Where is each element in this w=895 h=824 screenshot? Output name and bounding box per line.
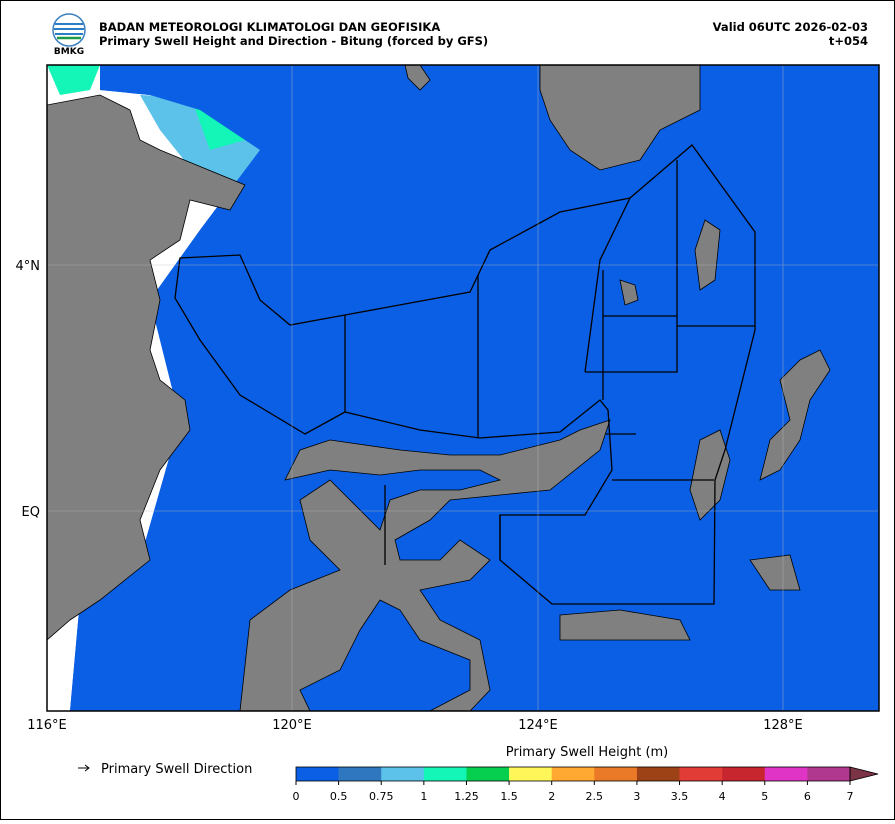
colorbar-extend: [849, 766, 879, 782]
land: [47, 65, 831, 711]
logo: BMKG: [52, 13, 86, 57]
colorbar-title: Primary Swell Height (m): [506, 745, 669, 760]
logo-text: BMKG: [54, 47, 84, 57]
header-subtitle: Primary Swell Height and Direction - Bit…: [99, 34, 488, 48]
colorbar-tick-label: 4: [719, 790, 726, 803]
colorbar-tick-label: 2: [548, 790, 555, 803]
map-frame: [46, 64, 880, 712]
colorbar-swatch: [807, 767, 851, 781]
colorbar-tick-label: 7: [847, 790, 854, 803]
map-ticks: 116°E 120°E 124°E 128°E 4°N EQ: [16, 259, 803, 733]
colorbar-swatch: [594, 767, 638, 781]
x-tick-label: 120°E: [272, 718, 312, 733]
header-title: BADAN METEOROLOGI KLIMATOLOGI DAN GEOFIS…: [99, 20, 440, 34]
map: [47, 65, 879, 711]
colorbar-tick-label: 5: [761, 790, 768, 803]
direction-label: Primary Swell Direction: [101, 762, 252, 777]
colorbar-swatch: [722, 767, 766, 781]
colorbar-swatch: [466, 767, 510, 781]
colorbar: 0 0.5 0.75 1 1.25 1.5 2 2.5 3 3.5 4 5 6 7: [293, 766, 879, 803]
colorbar-tick-label: 1.5: [500, 790, 518, 803]
colorbar-tick-label: 0.75: [369, 790, 394, 803]
colorbar-swatch: [338, 767, 382, 781]
colorbar-swatch: [551, 767, 595, 781]
grid-line: [47, 65, 879, 711]
colorbar-tick-label: 3.5: [671, 790, 689, 803]
colorbar-swatch: [423, 767, 467, 781]
colorbar-tick-label: 0: [293, 790, 300, 803]
x-tick-label: 124°E: [518, 718, 558, 733]
colorbar-tick-label: 6: [804, 790, 811, 803]
colorbar-swatch: [764, 767, 808, 781]
valid-time: Valid 06UTC 2026-02-03: [713, 20, 868, 34]
colorbar-swatch: [296, 767, 339, 781]
y-tick-label: EQ: [22, 505, 40, 520]
colorbar-tick-label: 2.5: [586, 790, 604, 803]
direction-legend: Primary Swell Direction: [78, 762, 252, 777]
colorbar-swatch: [509, 767, 552, 781]
x-tick-label: 128°E: [763, 718, 803, 733]
lead-time: t+054: [829, 34, 868, 48]
x-tick-label: 116°E: [27, 718, 67, 733]
colorbar-swatch: [381, 767, 425, 781]
y-tick-label: 4°N: [16, 259, 41, 274]
colorbar-tick-label: 1.25: [454, 790, 479, 803]
colorbar-tick-label: 1: [420, 790, 427, 803]
colorbar-swatch: [636, 767, 680, 781]
colorbar-tick-label: 3: [633, 790, 640, 803]
colorbar-swatch: [679, 767, 723, 781]
zone-outline: [174, 144, 756, 605]
colorbar-tick-label: 0.5: [330, 790, 348, 803]
colorbar-frame: [295, 766, 851, 782]
